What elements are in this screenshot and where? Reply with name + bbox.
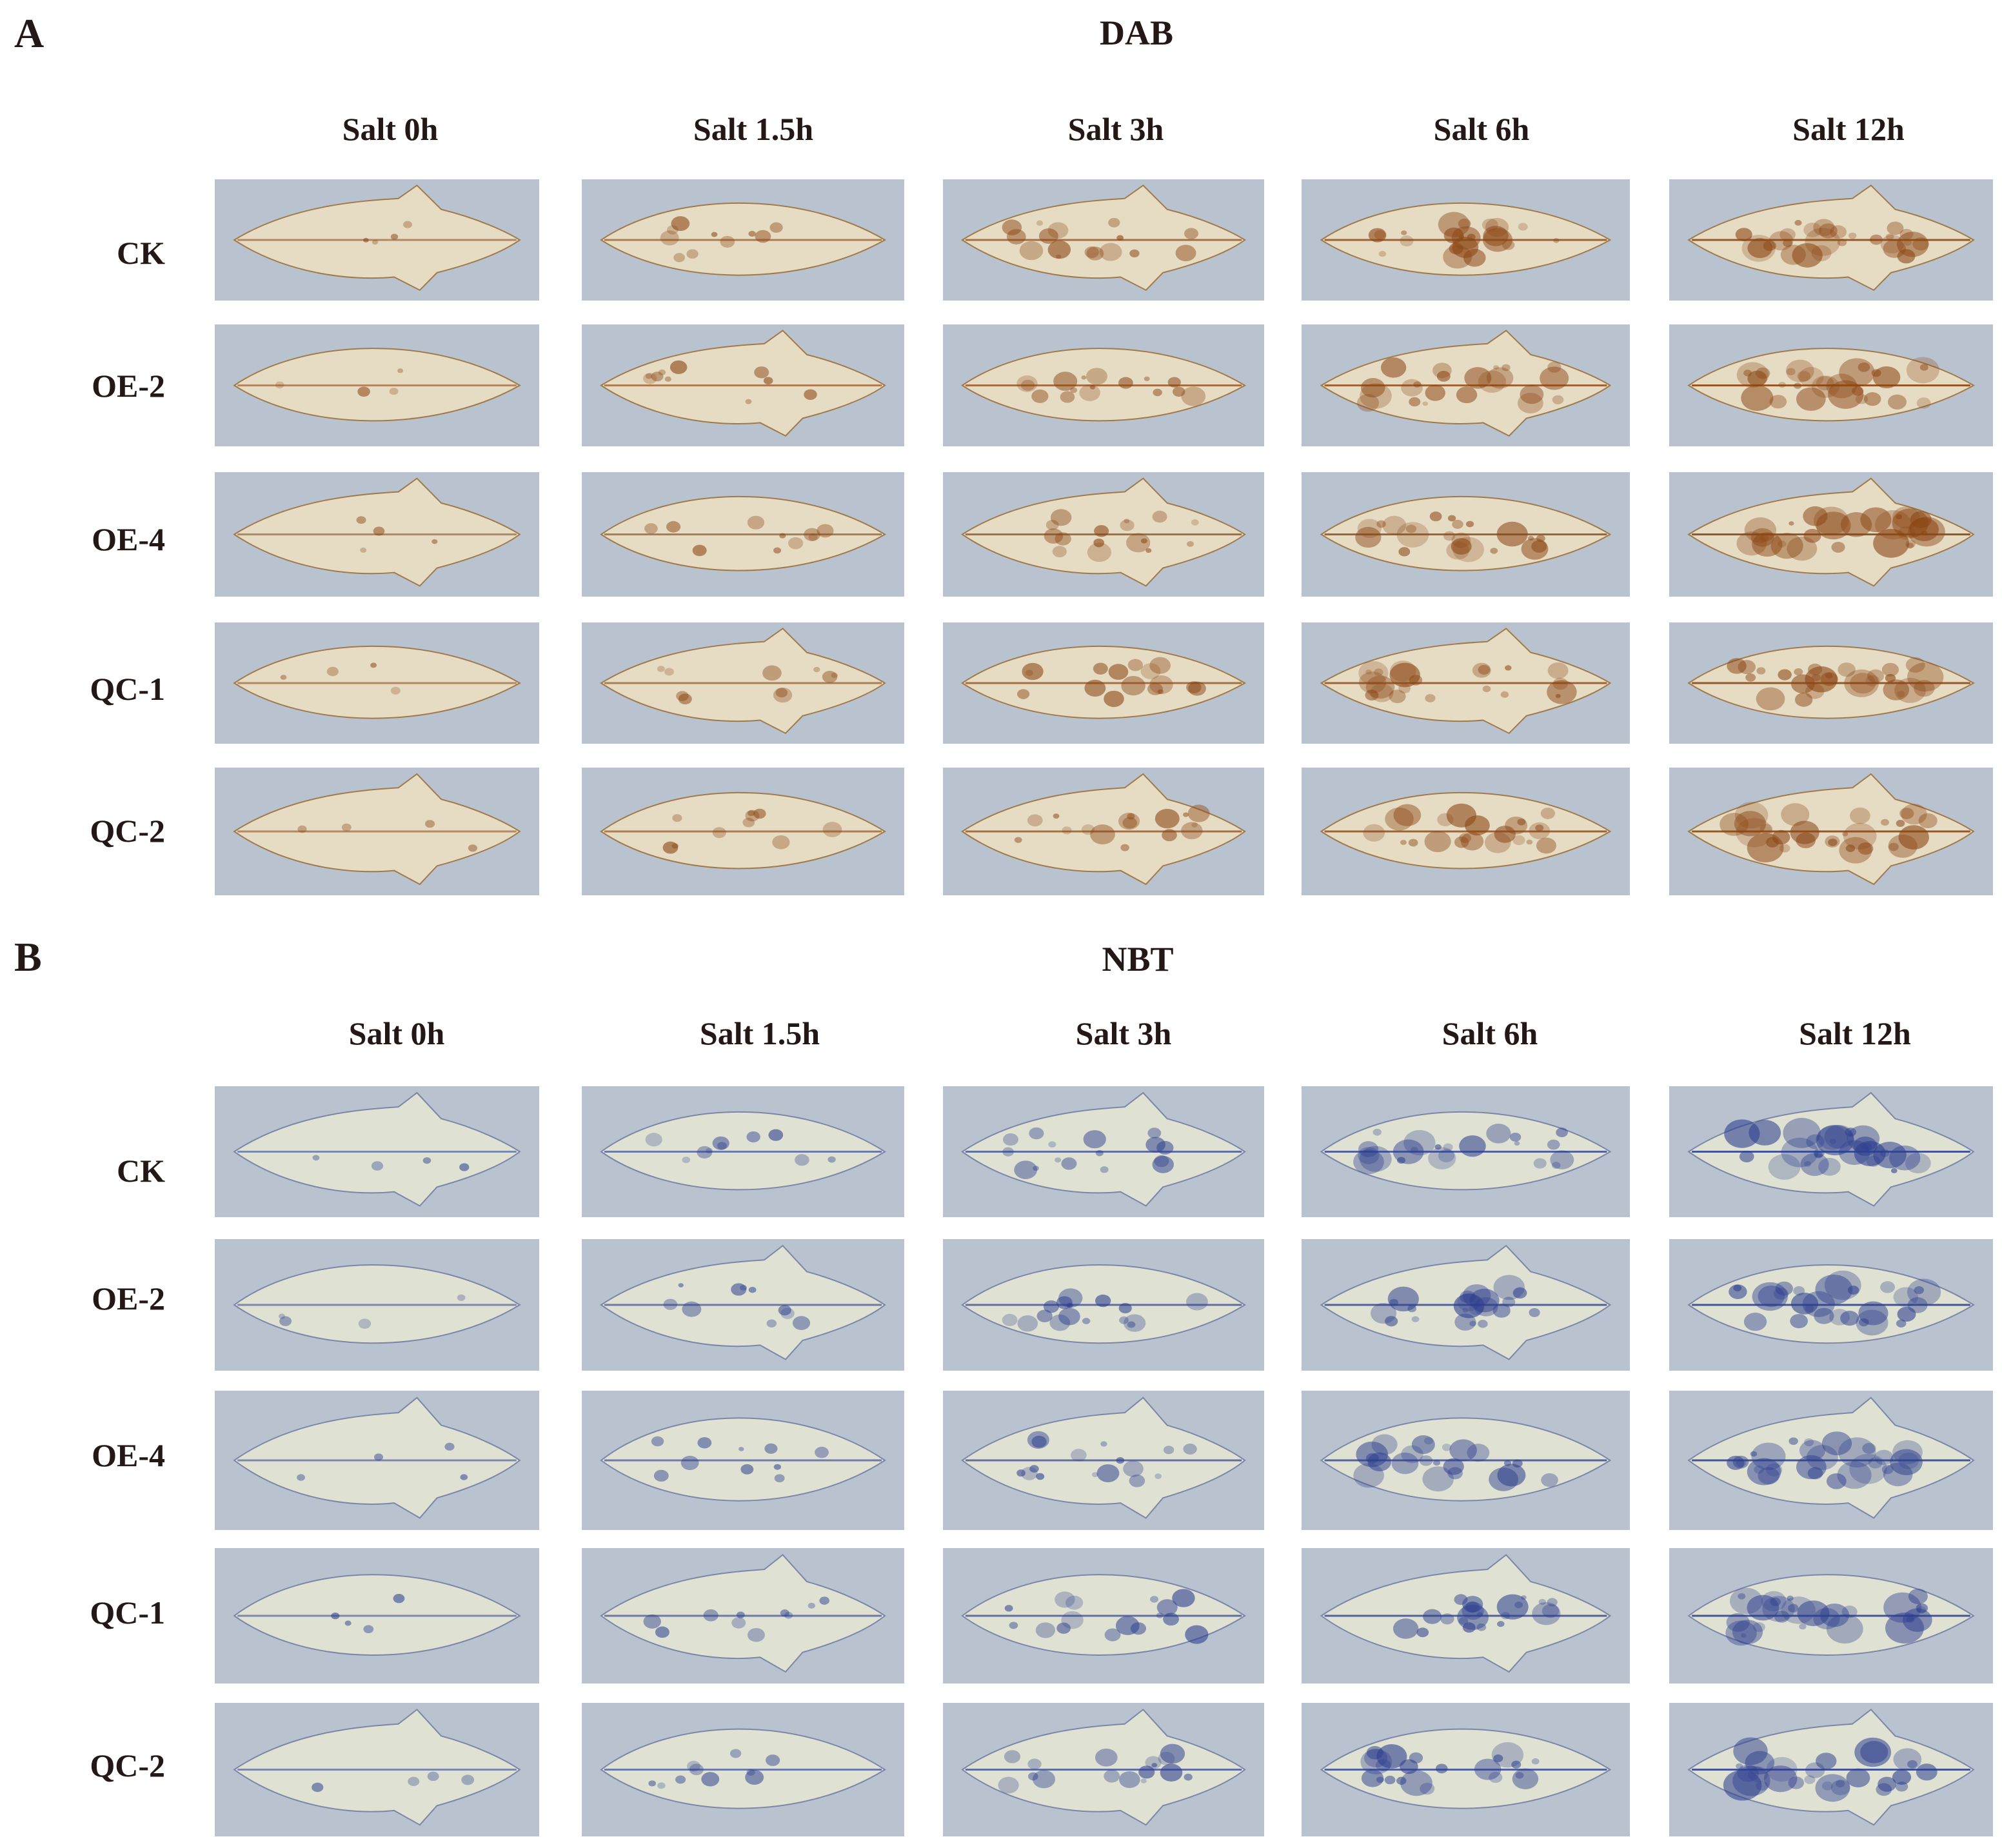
leaf-photo: [582, 1548, 904, 1684]
leaf-photo: [582, 1086, 904, 1217]
panel-b-col-header: Salt 0h: [348, 1015, 445, 1051]
leaf-photo: [582, 324, 904, 446]
leaf-photo: [582, 472, 904, 597]
leaf-photo: [582, 768, 904, 895]
panel-b-col-header: Salt 3h: [1075, 1015, 1172, 1051]
panel-b-row-label: QC-1: [90, 1595, 165, 1631]
leaf-photo: [582, 622, 904, 744]
panel-b-row-label: QC-2: [90, 1747, 165, 1783]
leaf-photo: [943, 622, 1264, 744]
leaf-photo: [582, 1391, 904, 1530]
panel-a-col-header: Salt 3h: [1067, 111, 1164, 147]
panel-b-col-header: Salt 12h: [1799, 1015, 1911, 1051]
leaf-photo: [215, 622, 539, 744]
leaf-photo: [215, 1239, 539, 1371]
leaf-photo: [582, 1703, 904, 1836]
leaf-photo: [215, 179, 539, 301]
leaf-photo: [1669, 324, 1993, 446]
leaf-photo: [1669, 622, 1993, 744]
panel-b-letter: B: [14, 934, 42, 980]
leaf-photo: [1302, 1391, 1630, 1530]
panel-a-row-label: OE-2: [92, 368, 165, 404]
panel-a-letter: A: [14, 10, 45, 56]
panel-a-col-header: Salt 12h: [1792, 111, 1905, 147]
panel-b-col-header: Salt 1.5h: [699, 1015, 820, 1051]
panel-b-col-header: Salt 6h: [1442, 1015, 1538, 1051]
leaf-photo: [943, 768, 1264, 895]
leaf-photo: [215, 472, 539, 597]
leaf-photo: [943, 472, 1264, 597]
panel-a-row-label: CK: [117, 235, 165, 271]
leaf-photo: [1302, 1703, 1630, 1836]
leaf-photo: [943, 1239, 1264, 1371]
leaf-photo: [1669, 1391, 1993, 1530]
leaf-photo: [943, 179, 1264, 301]
leaf-photo: [1669, 472, 1993, 597]
leaf-photo: [1669, 1548, 1993, 1684]
leaf-photo: [1669, 768, 1993, 895]
leaf-photo: [1302, 622, 1630, 744]
leaf-photo: [1302, 1086, 1630, 1217]
panel-a-row-label: OE-4: [92, 521, 165, 557]
panel-a-col-header: Salt 0h: [342, 111, 439, 147]
leaf-photo: [215, 1703, 539, 1836]
panel-b-row-label: OE-2: [92, 1280, 165, 1316]
leaf-photo: [1669, 179, 1993, 301]
leaf-photo: [1302, 768, 1630, 895]
leaf-photo: [943, 1703, 1264, 1836]
leaf-photo: [582, 179, 904, 301]
leaf-photo: [1669, 1086, 1993, 1217]
leaf-photo: [215, 1086, 539, 1217]
leaf-photo: [582, 1239, 904, 1371]
panel-a-title: DAB: [1099, 14, 1174, 52]
leaf-photo: [215, 1548, 539, 1684]
panel-a-col-header: Salt 1.5h: [693, 111, 814, 147]
leaf-photo: [1302, 324, 1630, 446]
leaf-photo: [1302, 1239, 1630, 1371]
leaf-photo: [943, 324, 1264, 446]
leaf-photo: [943, 1086, 1264, 1217]
leaf-photo: [1302, 1548, 1630, 1684]
leaf-photo: [1302, 472, 1630, 597]
leaf-photo: [215, 1391, 539, 1530]
leaf-photo: [1302, 179, 1630, 301]
panel-b-row-label: CK: [117, 1153, 165, 1189]
panel-a-row-label: QC-2: [90, 813, 165, 849]
panel-b-row-label: OE-4: [92, 1437, 165, 1473]
leaf-photo: [1669, 1239, 1993, 1371]
panel-a-row-label: QC-1: [90, 671, 165, 707]
leaf-photo: [215, 324, 539, 446]
panel-b-title: NBT: [1102, 940, 1174, 979]
leaf-photo: [1669, 1703, 1993, 1836]
panel-a-col-header: Salt 6h: [1433, 111, 1530, 147]
leaf-photo: [943, 1391, 1264, 1530]
leaf-photo: [943, 1548, 1264, 1684]
leaf-photo: [215, 768, 539, 895]
